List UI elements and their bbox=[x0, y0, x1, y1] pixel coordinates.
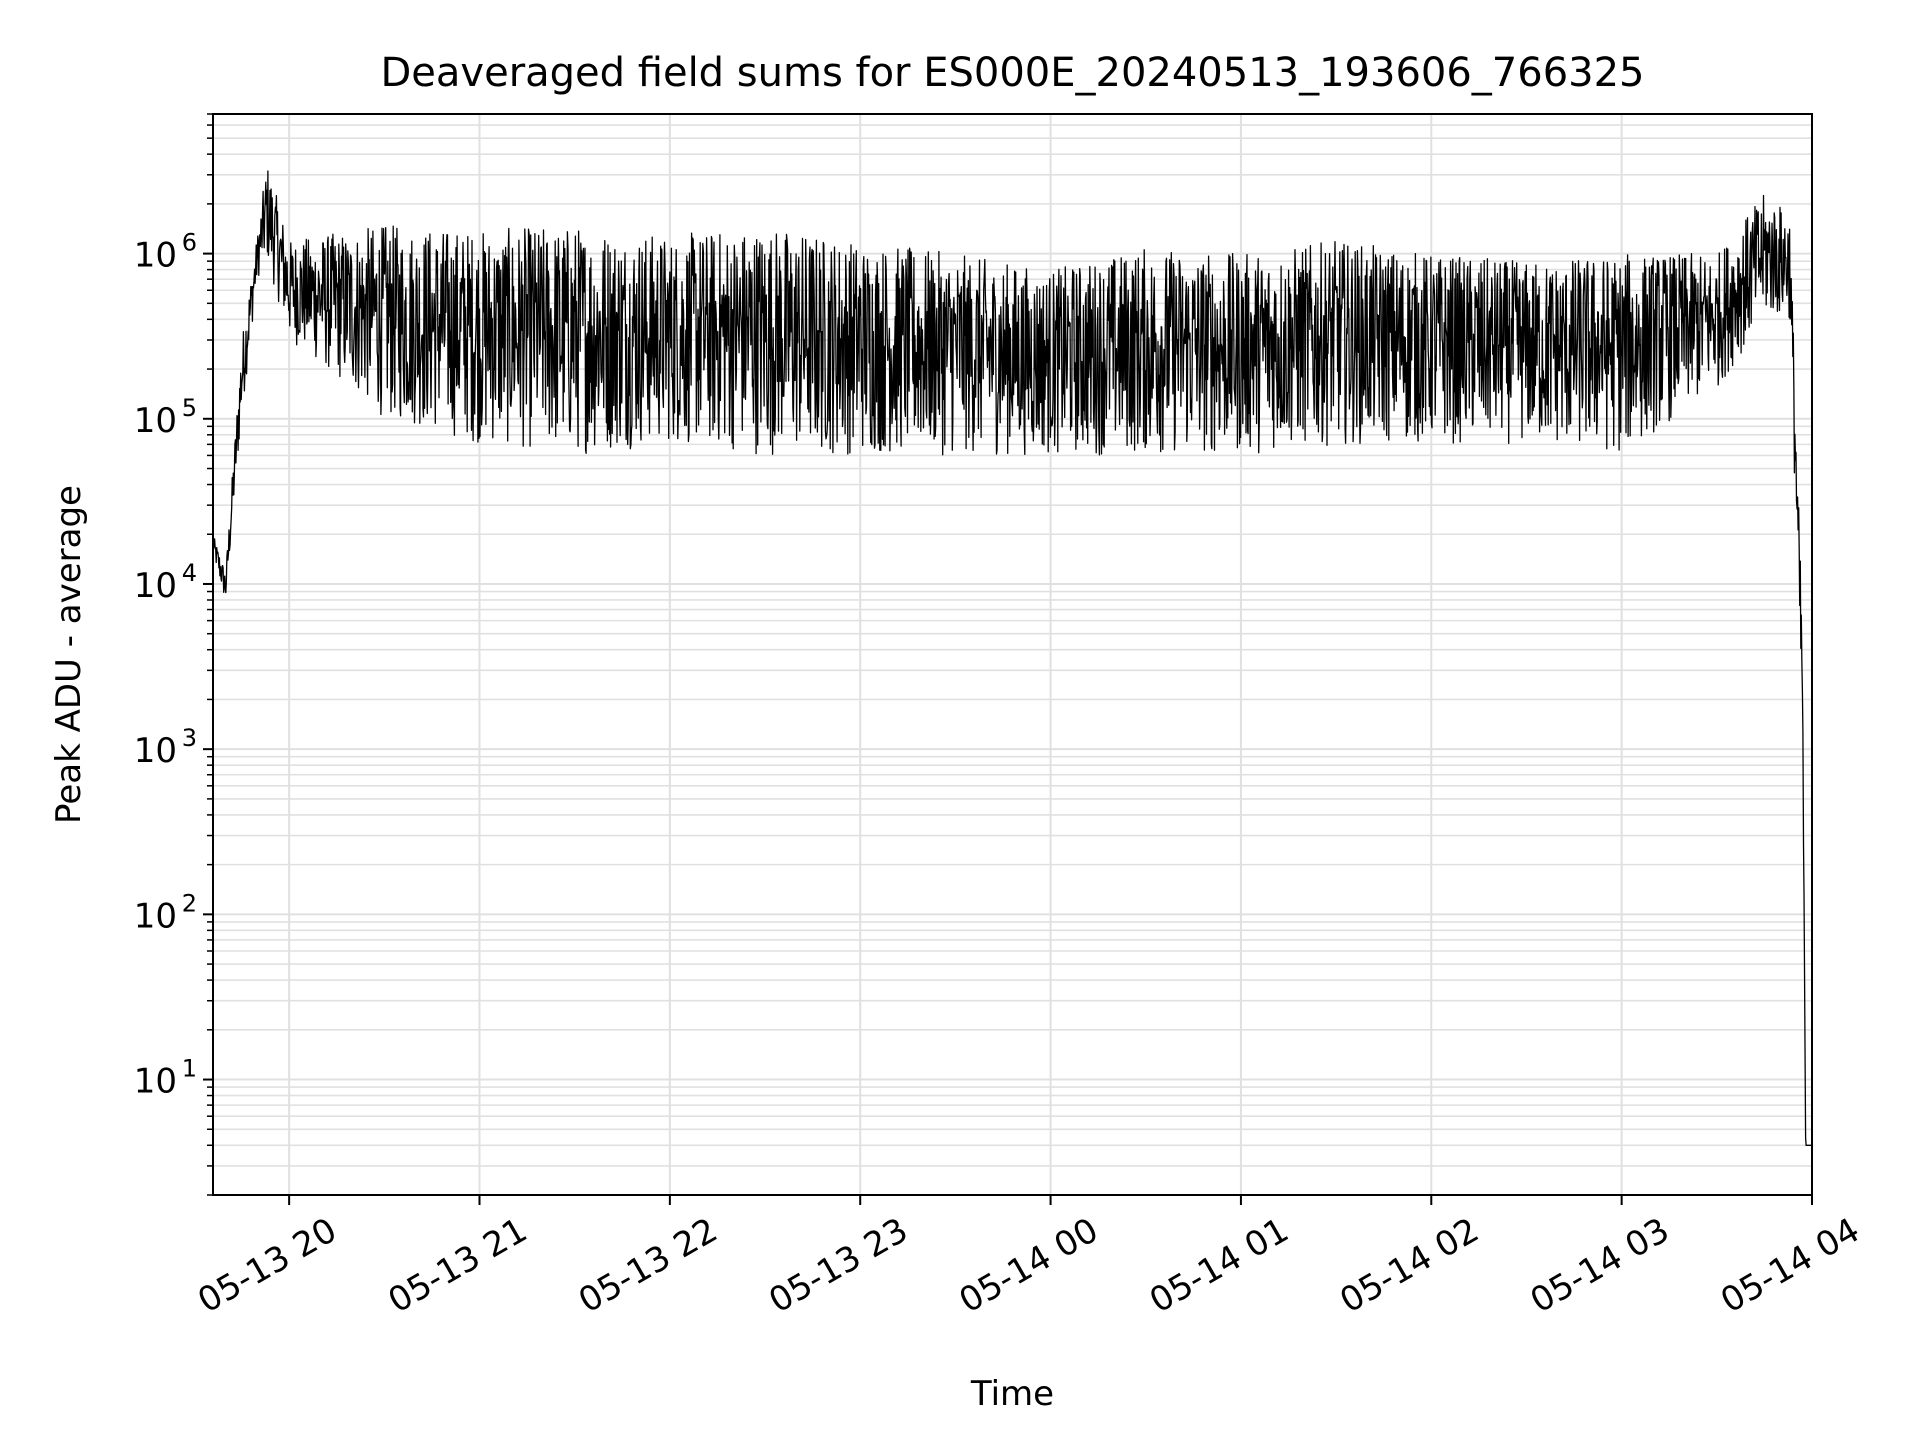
y-tick-label: 10 bbox=[134, 401, 177, 441]
y-tick-label: 10 bbox=[134, 566, 177, 606]
y-tick-exponent: 1 bbox=[182, 1055, 197, 1083]
x-tick-label: 05-14 02 bbox=[1333, 1210, 1485, 1321]
y-axis-label: Peak ADU - average bbox=[49, 485, 89, 824]
y-tick-exponent: 6 bbox=[182, 229, 197, 257]
y-tick-label: 10 bbox=[134, 731, 177, 771]
y-tick-exponent: 2 bbox=[182, 889, 197, 917]
grid-lines bbox=[213, 113, 1813, 1196]
y-tick-exponent: 4 bbox=[182, 559, 197, 587]
x-axis-label: Time bbox=[970, 1374, 1054, 1414]
data-series bbox=[212, 170, 1813, 1146]
x-tick-label: 05-13 22 bbox=[572, 1210, 724, 1321]
x-tick-label: 05-13 20 bbox=[191, 1210, 343, 1321]
plot-frame bbox=[212, 113, 1813, 1196]
chart-title: Deaveraged field sums for ES000E_2024051… bbox=[381, 50, 1645, 96]
y-tick-exponent: 3 bbox=[182, 724, 197, 752]
x-tick-label: 05-14 04 bbox=[1714, 1210, 1866, 1321]
x-tick-label: 05-13 23 bbox=[762, 1210, 914, 1321]
x-tick-label: 05-13 21 bbox=[382, 1210, 534, 1321]
y-tick-exponent: 5 bbox=[182, 394, 197, 422]
y-tick-label: 10 bbox=[134, 896, 177, 936]
series-line bbox=[212, 170, 1813, 1146]
x-tick-label: 05-14 03 bbox=[1524, 1210, 1676, 1321]
x-tick-label: 05-14 00 bbox=[953, 1210, 1105, 1321]
y-tick-label: 10 bbox=[134, 236, 177, 276]
y-tick-label: 10 bbox=[134, 1062, 177, 1102]
x-tick-label: 05-14 01 bbox=[1143, 1210, 1295, 1321]
